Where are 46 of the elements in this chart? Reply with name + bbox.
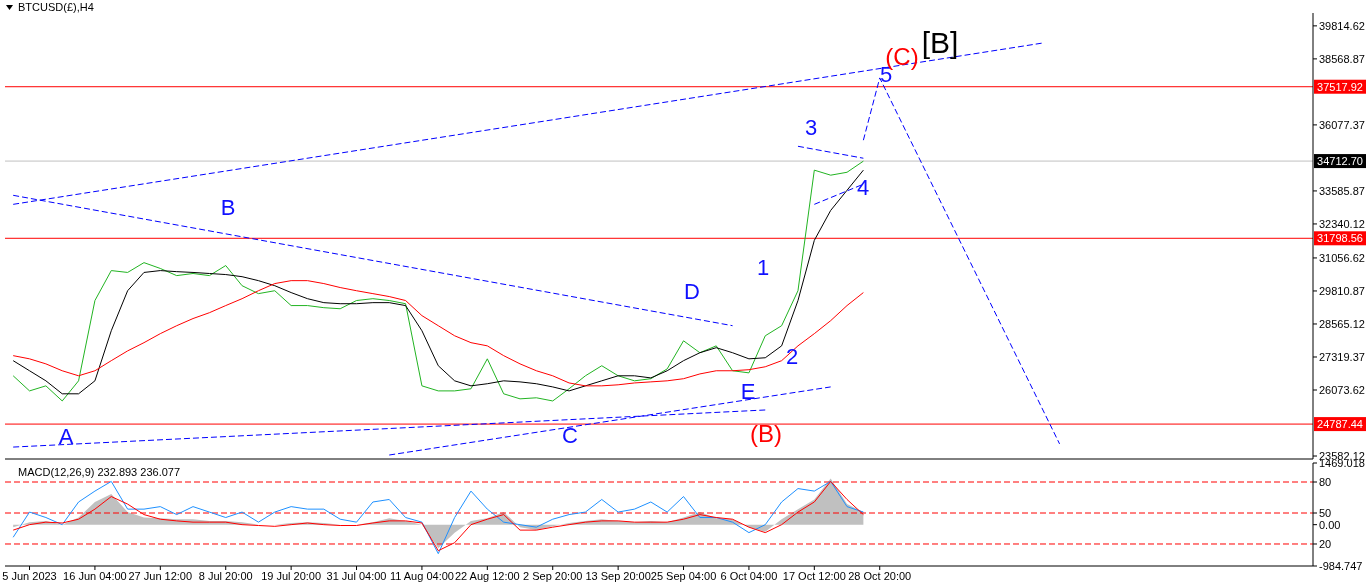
ref-line-label: 24787.44	[1317, 418, 1363, 431]
y2-tick-label: 50	[1319, 507, 1332, 519]
chart-title: BTCUSD(£),H4	[16, 1, 96, 13]
x-tick-label: 28 Oct 20:00	[848, 569, 912, 582]
ref-line-label: 34712.70	[1317, 155, 1363, 168]
annotation: 3	[804, 115, 818, 140]
y-tick-label: 31056.62	[1319, 251, 1365, 264]
annotation: 1	[756, 255, 770, 280]
x-tick-label: 17 Oct 12:00	[782, 569, 846, 582]
annotation: [B]	[921, 26, 959, 59]
chart-title: MACD(12,26,9) 232.893 236.077	[16, 466, 183, 478]
y-tick-label: 33585.87	[1319, 184, 1365, 197]
annotation: (B)	[750, 420, 782, 447]
y-tick-label: 26073.62	[1319, 383, 1365, 396]
ref-line-label: 37517.92	[1317, 80, 1363, 93]
x-tick-label: 27 Jun 12:00	[128, 569, 193, 582]
x-tick-label: 5 Jun 2023	[2, 569, 57, 582]
x-tick-label: 31 Jul 04:00	[326, 569, 387, 582]
annotation: B	[220, 195, 236, 220]
y-tick-label: 0.00	[1319, 518, 1341, 531]
annotation: E	[740, 379, 756, 404]
y-tick-label: -984.747	[1319, 559, 1363, 572]
y2-tick-label: 20	[1319, 537, 1332, 550]
x-tick-label: 11 Aug 04:00	[389, 569, 454, 582]
x-tick-label: 22 Aug 12:00	[454, 569, 520, 582]
y-tick-label: 39814.62	[1319, 19, 1365, 32]
y-tick-label: 38568.87	[1319, 52, 1365, 65]
x-tick-label: 6 Oct 04:00	[720, 569, 778, 582]
y-tick-label: 28565.12	[1319, 317, 1365, 330]
annotation: D	[684, 279, 700, 304]
x-tick-label: 19 Jul 20:00	[261, 569, 322, 582]
y-tick-label: 36077.37	[1319, 118, 1365, 131]
y-tick-label: 27319.37	[1319, 350, 1365, 363]
y-tick-label: 32340.12	[1319, 217, 1365, 230]
ref-line-label: 31798.56	[1317, 232, 1363, 245]
x-tick-label: 8 Jul 20:00	[198, 569, 253, 582]
x-tick-label: 16 Jun 04:00	[63, 569, 127, 582]
annotation: 2	[785, 344, 799, 369]
annotation: A	[58, 424, 74, 449]
annotation: 4	[856, 175, 870, 200]
annotation: C	[562, 423, 578, 448]
y2-tick-label: 80	[1319, 476, 1332, 489]
y-tick-label: 29810.87	[1319, 284, 1365, 297]
x-tick-label: 13 Sep 20:00	[585, 569, 651, 582]
x-tick-label: 2 Sep 20:00	[523, 569, 583, 582]
x-tick-label: 25 Sep 04:00	[650, 569, 717, 582]
